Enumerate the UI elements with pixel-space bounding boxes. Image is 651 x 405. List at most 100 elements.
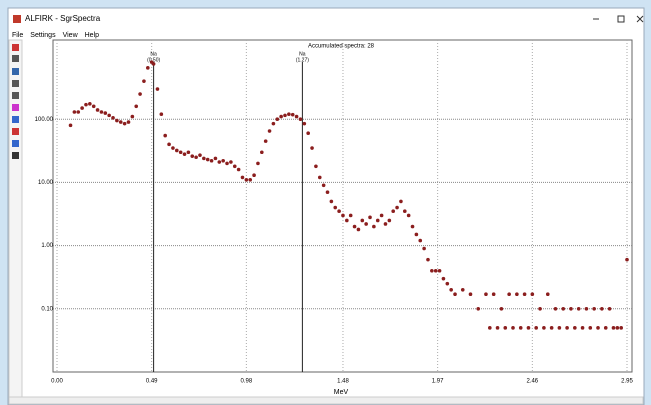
data-point [453, 292, 457, 297]
data-point [372, 224, 376, 229]
data-point [360, 218, 365, 223]
tool-icon[interactable] [12, 92, 19, 99]
data-point [460, 287, 465, 292]
data-point [495, 326, 500, 330]
data-point [99, 110, 104, 114]
data-point [126, 120, 131, 124]
data-point [503, 326, 508, 330]
data-point [151, 62, 156, 66]
data-point [198, 153, 202, 157]
data-point [553, 307, 558, 311]
data-point [130, 114, 135, 119]
data-point [368, 215, 372, 220]
y-tick-label: 100.00 [35, 117, 54, 123]
data-point [314, 164, 318, 169]
data-point [72, 110, 77, 114]
status-bar [8, 396, 644, 405]
data-point [190, 154, 195, 158]
data-point [236, 167, 241, 172]
data-point [287, 112, 291, 116]
x-tick-label: 0.00 [51, 379, 63, 385]
data-point [625, 257, 629, 262]
y-tick-label: 10.00 [38, 180, 54, 186]
tool-icon[interactable] [12, 152, 19, 159]
data-point [592, 307, 596, 311]
data-point [526, 326, 531, 330]
data-point [118, 120, 123, 124]
tool-icon[interactable] [12, 68, 19, 75]
data-point [430, 268, 434, 273]
data-point [596, 326, 600, 330]
data-point [600, 307, 604, 311]
data-point [310, 146, 314, 150]
data-point [267, 129, 272, 133]
tool-icon[interactable] [12, 116, 19, 123]
data-point [167, 142, 171, 147]
data-point [549, 326, 554, 330]
data-point [468, 292, 473, 297]
data-point [298, 117, 303, 121]
data-point [317, 175, 322, 180]
data-point [229, 160, 233, 164]
app-icon [13, 15, 21, 23]
tool-icon[interactable] [12, 104, 19, 111]
data-point [80, 106, 84, 110]
data-point [194, 155, 198, 160]
menu-item[interactable]: Settings [30, 32, 56, 39]
data-point [306, 131, 310, 136]
data-point [182, 152, 187, 156]
data-point [290, 112, 295, 117]
data-point [522, 292, 527, 297]
data-point [379, 213, 384, 218]
toolbar-icons [12, 44, 19, 159]
x-tick-label: 2.46 [526, 379, 538, 385]
data-point [260, 150, 264, 155]
data-point [518, 326, 523, 330]
data-point [163, 133, 168, 138]
data-point [232, 164, 237, 169]
data-point [476, 307, 481, 311]
data-point [484, 292, 488, 297]
data-point [107, 113, 111, 118]
data-point [402, 209, 407, 214]
data-point [134, 104, 139, 109]
tool-icon[interactable] [12, 128, 19, 135]
data-point [437, 268, 442, 273]
menu-item[interactable]: View [63, 32, 79, 39]
marker-label: Na [299, 51, 306, 57]
data-point [399, 199, 403, 204]
data-point [611, 326, 616, 330]
data-point [76, 110, 81, 114]
data-point [576, 307, 581, 311]
data-point [325, 190, 330, 194]
close-button[interactable] [636, 15, 644, 23]
marker-label: Na [150, 51, 157, 57]
tool-icon[interactable] [12, 80, 19, 87]
tool-icon[interactable] [12, 55, 19, 62]
data-point [68, 123, 73, 128]
data-point [178, 150, 183, 155]
data-point [561, 307, 566, 311]
data-point [91, 104, 96, 109]
data-point [375, 218, 380, 223]
data-point [534, 326, 538, 330]
data-point [103, 111, 108, 115]
menu-item[interactable]: Help [85, 32, 100, 39]
tool-icon[interactable] [12, 44, 19, 51]
data-point [441, 276, 446, 281]
maximize-button[interactable] [617, 15, 625, 23]
data-point [619, 326, 624, 330]
x-tick-label: 1.97 [432, 379, 444, 385]
data-point [569, 307, 573, 311]
data-point [202, 156, 206, 161]
data-point [433, 268, 438, 273]
menu-item[interactable]: File [12, 32, 23, 39]
data-point [414, 232, 419, 237]
x-tick-label: 0.49 [146, 379, 158, 385]
data-point [387, 218, 392, 223]
data-point [321, 183, 326, 188]
data-point [122, 121, 127, 126]
tool-icon[interactable] [12, 140, 19, 147]
data-point [383, 222, 388, 226]
